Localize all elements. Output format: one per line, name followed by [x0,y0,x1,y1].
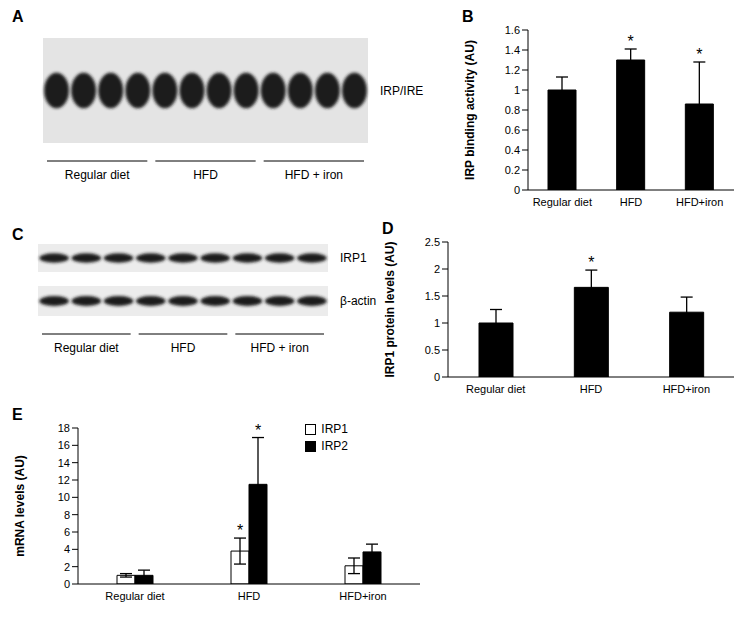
svg-text:*: * [588,254,594,271]
svg-text:2: 2 [64,561,70,573]
svg-text:0: 0 [514,184,520,196]
svg-text:HFD: HFD [193,168,218,182]
html-text:C: C [12,226,24,243]
svg-text:Regular diet: Regular diet [54,341,119,355]
html-text:A: A [12,8,24,25]
svg-text:Regular diet: Regular diet [105,590,164,602]
svg-text:2: 2 [434,263,440,275]
html-text:E: E [12,406,23,423]
svg-text:HFD+iron: HFD+iron [339,590,386,602]
svg-text:Regular diet: Regular diet [466,383,525,395]
svg-text:10: 10 [58,491,70,503]
svg-text:HFD: HFD [238,590,261,602]
svg-text:1: 1 [434,317,440,329]
html-text:D: D [382,220,394,237]
svg-text:0.4: 0.4 [505,144,520,156]
svg-text:HFD+iron: HFD+iron [676,196,723,208]
svg-text:IRP/IRE: IRP/IRE [380,84,423,98]
svg-text:IRP binding activity (AU): IRP binding activity (AU) [463,40,477,180]
html-text:IRP1: IRP1 [321,422,348,436]
svg-text:0.5: 0.5 [425,344,440,356]
svg-text:IRP1 protein levels (AU): IRP1 protein levels (AU) [383,241,397,377]
svg-text:16: 16 [58,439,70,451]
svg-text:HFD: HFD [171,341,196,355]
svg-text:12: 12 [58,474,70,486]
svg-text:Regular diet: Regular diet [65,168,130,182]
svg-text:4: 4 [64,543,70,555]
svg-text:IRP1: IRP1 [340,251,367,265]
svg-text:*: * [696,46,702,63]
html-text:IRP2: IRP2 [321,439,348,453]
svg-text:0.8: 0.8 [505,104,520,116]
svg-text:*: * [628,33,634,50]
svg-text:1.4: 1.4 [505,44,520,56]
html-text:B: B [462,8,474,25]
svg-text:HFD: HFD [580,383,603,395]
svg-text:0: 0 [434,371,440,383]
svg-text:mRNA levels (AU): mRNA levels (AU) [13,455,27,557]
svg-text:18: 18 [58,422,70,434]
svg-text:1: 1 [514,84,520,96]
svg-text:0.2: 0.2 [505,164,520,176]
svg-text:0.6: 0.6 [505,124,520,136]
svg-text:1.6: 1.6 [505,24,520,36]
svg-text:*: * [237,522,243,539]
svg-text:HFD: HFD [620,196,643,208]
svg-text:β-actin: β-actin [340,294,376,308]
svg-text:HFD+iron: HFD+iron [663,383,710,395]
svg-text:HFD + iron: HFD + iron [250,341,308,355]
svg-text:1.5: 1.5 [425,290,440,302]
svg-text:8: 8 [64,509,70,521]
svg-text:0: 0 [64,578,70,590]
svg-text:14: 14 [58,457,70,469]
svg-text:2.5: 2.5 [425,236,440,248]
svg-text:1.2: 1.2 [505,64,520,76]
svg-text:6: 6 [64,526,70,538]
svg-text:HFD + iron: HFD + iron [285,168,343,182]
svg-text:Regular diet: Regular diet [533,196,592,208]
svg-text:*: * [255,422,261,439]
